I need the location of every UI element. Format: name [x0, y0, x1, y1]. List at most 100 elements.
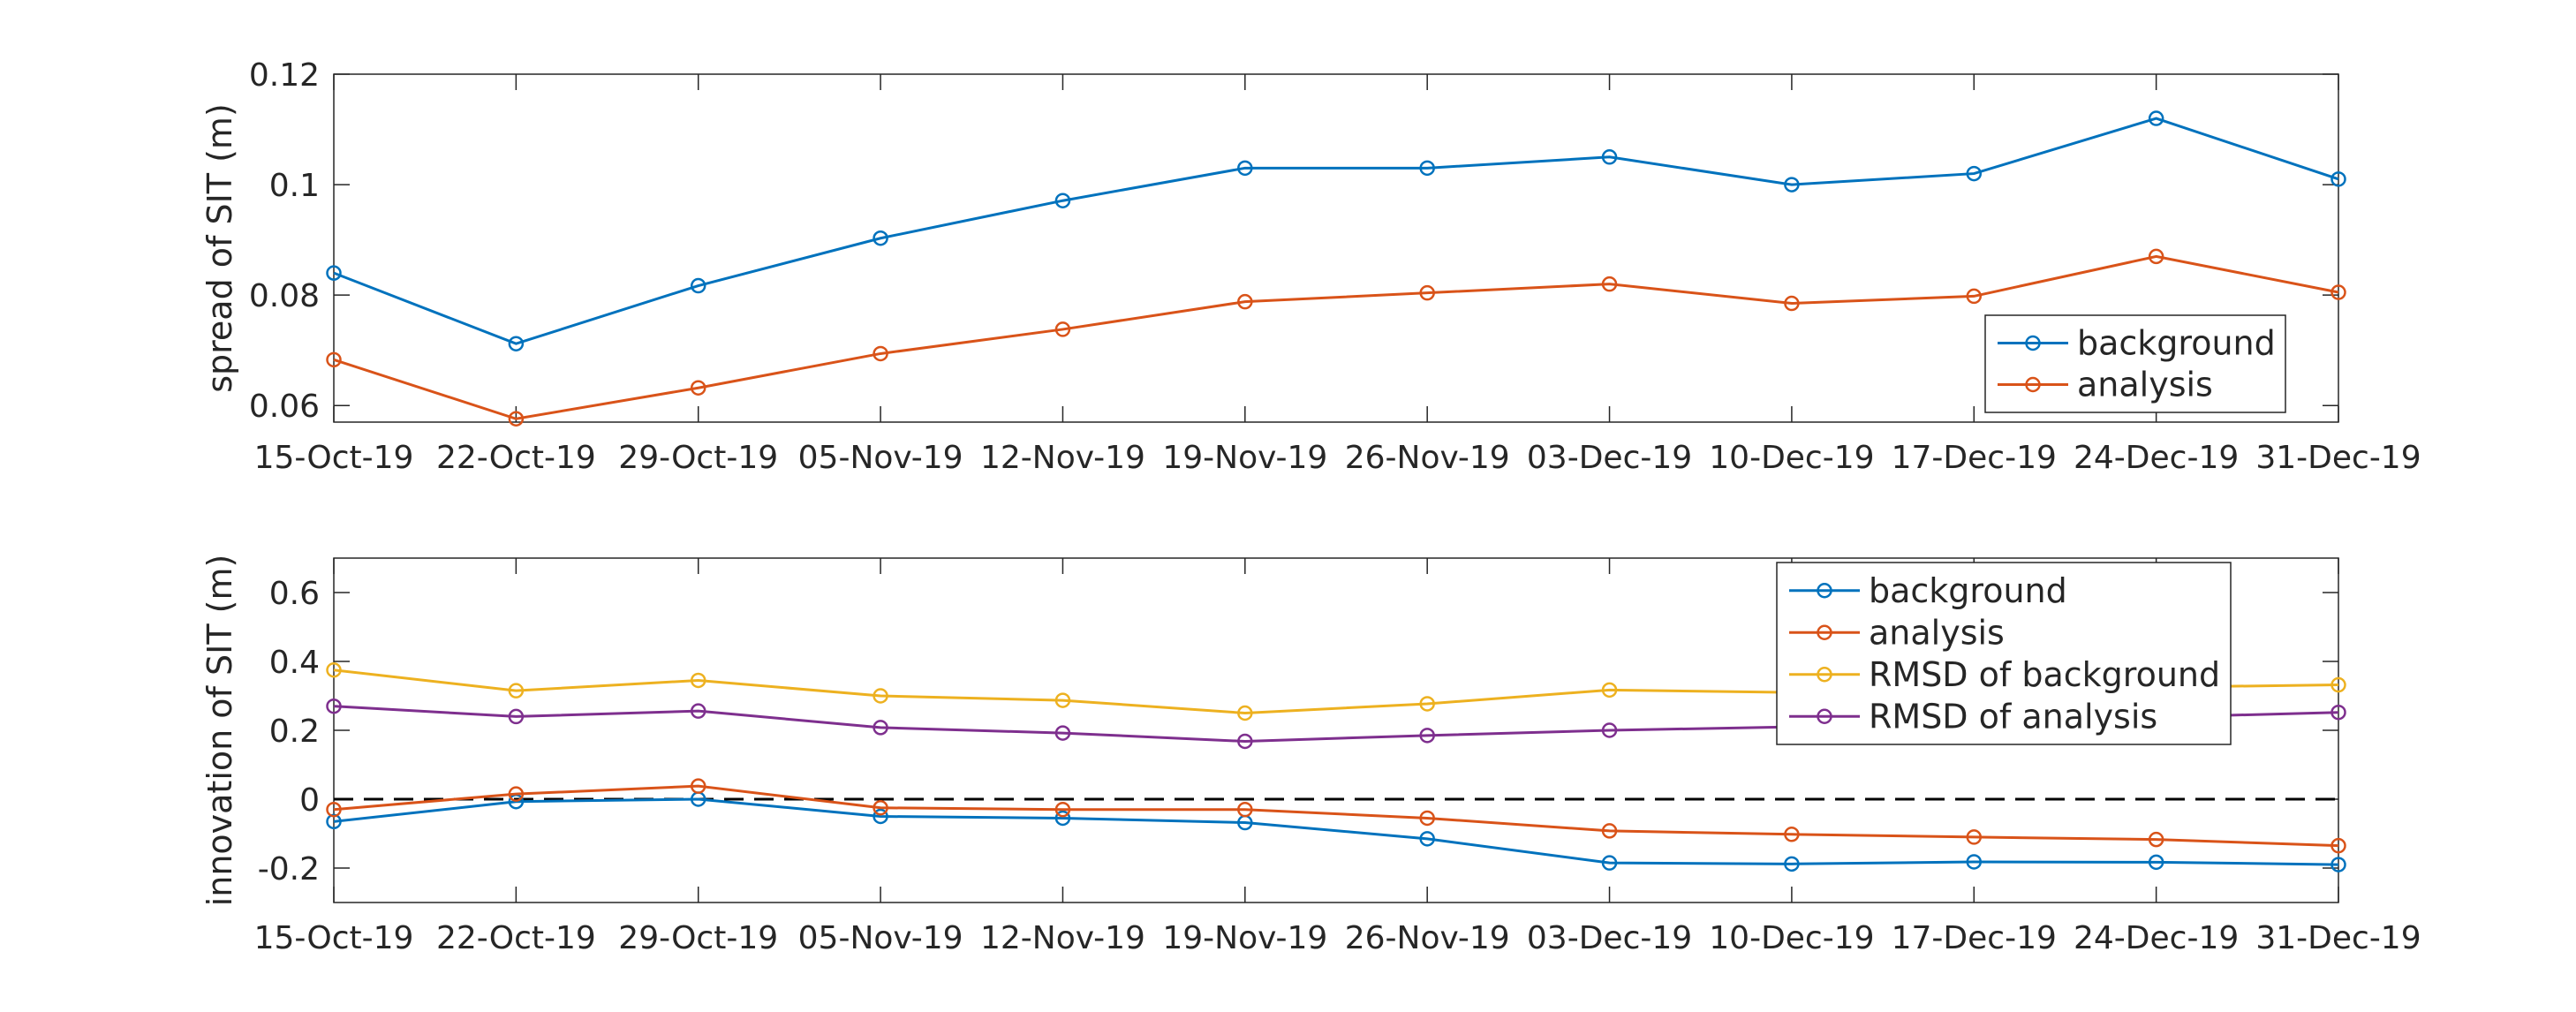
data-point	[508, 708, 525, 725]
x-tick-label: 31-Dec-19	[2255, 920, 2421, 956]
legend-entry-label: background	[2077, 324, 2276, 363]
y-tick-label: 0.12	[249, 57, 320, 94]
x-tick-label: 19-Nov-19	[1162, 440, 1327, 476]
y-tick-label: 0.1	[269, 168, 320, 204]
legend-swatch-marker	[1817, 583, 1832, 599]
series-line-analysis	[333, 254, 2339, 420]
series-line-background	[333, 117, 2339, 345]
x-tick-label: 29-Oct-19	[618, 440, 778, 476]
y-tick-label: 0.08	[249, 278, 320, 314]
data-point	[1054, 692, 1071, 708]
legend-swatch-marker	[2025, 335, 2041, 351]
data-point	[1237, 801, 1253, 818]
data-point	[1784, 295, 1800, 312]
data-point	[508, 786, 525, 802]
x-tick-label: 05-Nov-19	[798, 440, 963, 476]
data-point	[1237, 705, 1253, 721]
legend-entry-label: analysis	[1869, 613, 2005, 652]
data-point	[1054, 801, 1071, 818]
data-point	[2148, 110, 2164, 126]
data-point	[1784, 827, 1800, 842]
data-point	[1966, 829, 1983, 845]
data-point	[1419, 284, 1435, 301]
data-point	[1419, 831, 1435, 847]
x-tick-label: 24-Dec-19	[2074, 440, 2239, 476]
data-point	[1601, 823, 1618, 839]
legend-swatch-marker	[1817, 667, 1832, 683]
data-point	[508, 411, 525, 427]
data-point	[2148, 248, 2164, 265]
legend-box	[1776, 562, 2232, 745]
data-point	[1419, 810, 1435, 827]
legend-swatch-marker	[2025, 376, 2041, 393]
x-tick-label: 15-Oct-19	[254, 440, 414, 476]
data-point	[1601, 722, 1618, 738]
series-line-background	[333, 797, 2339, 866]
x-tick-label: 19-Nov-19	[1162, 920, 1327, 956]
data-point	[1601, 276, 1618, 292]
x-tick-label: 26-Nov-19	[1345, 440, 1510, 476]
data-point	[1054, 321, 1071, 337]
y-tick-label: 0.6	[269, 576, 320, 612]
legend-entry-label: background	[1869, 571, 2067, 610]
x-tick-label: 29-Oct-19	[618, 920, 778, 956]
data-point	[1966, 854, 1983, 870]
x-tick-label: 05-Nov-19	[798, 920, 963, 956]
legend-entry-label: RMSD of background	[1869, 655, 2220, 694]
legend-box	[1984, 314, 2286, 413]
legend-swatch-marker	[1817, 624, 1832, 640]
y-tick-label: -0.2	[258, 851, 320, 887]
data-point	[1054, 725, 1071, 741]
x-tick-label: 17-Dec-19	[1892, 440, 2057, 476]
x-tick-label: 03-Dec-19	[1527, 440, 1692, 476]
data-point	[690, 672, 706, 689]
data-point	[873, 800, 888, 816]
data-point	[1054, 810, 1071, 827]
data-point	[873, 230, 888, 246]
data-point	[1601, 855, 1618, 871]
data-point	[2148, 831, 2164, 848]
data-point	[326, 662, 342, 678]
data-point	[1237, 160, 1253, 177]
data-point	[326, 698, 342, 714]
x-tick-label: 22-Oct-19	[436, 440, 596, 476]
data-point	[690, 380, 706, 396]
data-point	[326, 801, 342, 818]
data-point	[873, 808, 888, 825]
data-point	[1784, 177, 1800, 193]
x-tick-label: 17-Dec-19	[1892, 920, 2057, 956]
data-point	[1601, 682, 1618, 699]
data-point	[2330, 284, 2346, 300]
y-tick-label: 0.06	[249, 389, 320, 425]
data-point	[2330, 704, 2346, 721]
x-tick-label: 26-Nov-19	[1345, 920, 1510, 956]
data-point	[690, 277, 706, 294]
data-point	[690, 703, 706, 719]
x-tick-label: 10-Dec-19	[1709, 440, 1874, 476]
data-point	[2330, 857, 2346, 872]
y-axis-label: spread of SIT (m)	[200, 103, 239, 393]
x-tick-label: 12-Nov-19	[980, 920, 1145, 956]
data-point	[1054, 193, 1071, 208]
data-point	[1601, 149, 1618, 165]
data-point	[2330, 837, 2346, 854]
x-tick-label: 24-Dec-19	[2074, 920, 2239, 956]
x-tick-label: 10-Dec-19	[1709, 920, 1874, 956]
data-point	[873, 345, 888, 362]
data-point	[508, 683, 525, 699]
data-point	[1784, 856, 1800, 872]
plot-area-frame	[333, 73, 2339, 423]
data-point	[1237, 733, 1253, 750]
y-tick-label: 0.2	[269, 714, 320, 750]
data-point	[1966, 165, 1983, 182]
data-point	[326, 813, 342, 830]
data-point	[2148, 854, 2164, 871]
data-point	[1419, 728, 1435, 744]
data-point	[326, 351, 342, 368]
data-point	[873, 688, 888, 704]
data-point	[1966, 288, 1983, 305]
spread-panel: 15-Oct-19 22-Oct-19 29-Oct-19 05-Nov-19 12-N…	[200, 57, 2421, 476]
y-axis-label: innovation of SIT (m)	[200, 555, 239, 907]
